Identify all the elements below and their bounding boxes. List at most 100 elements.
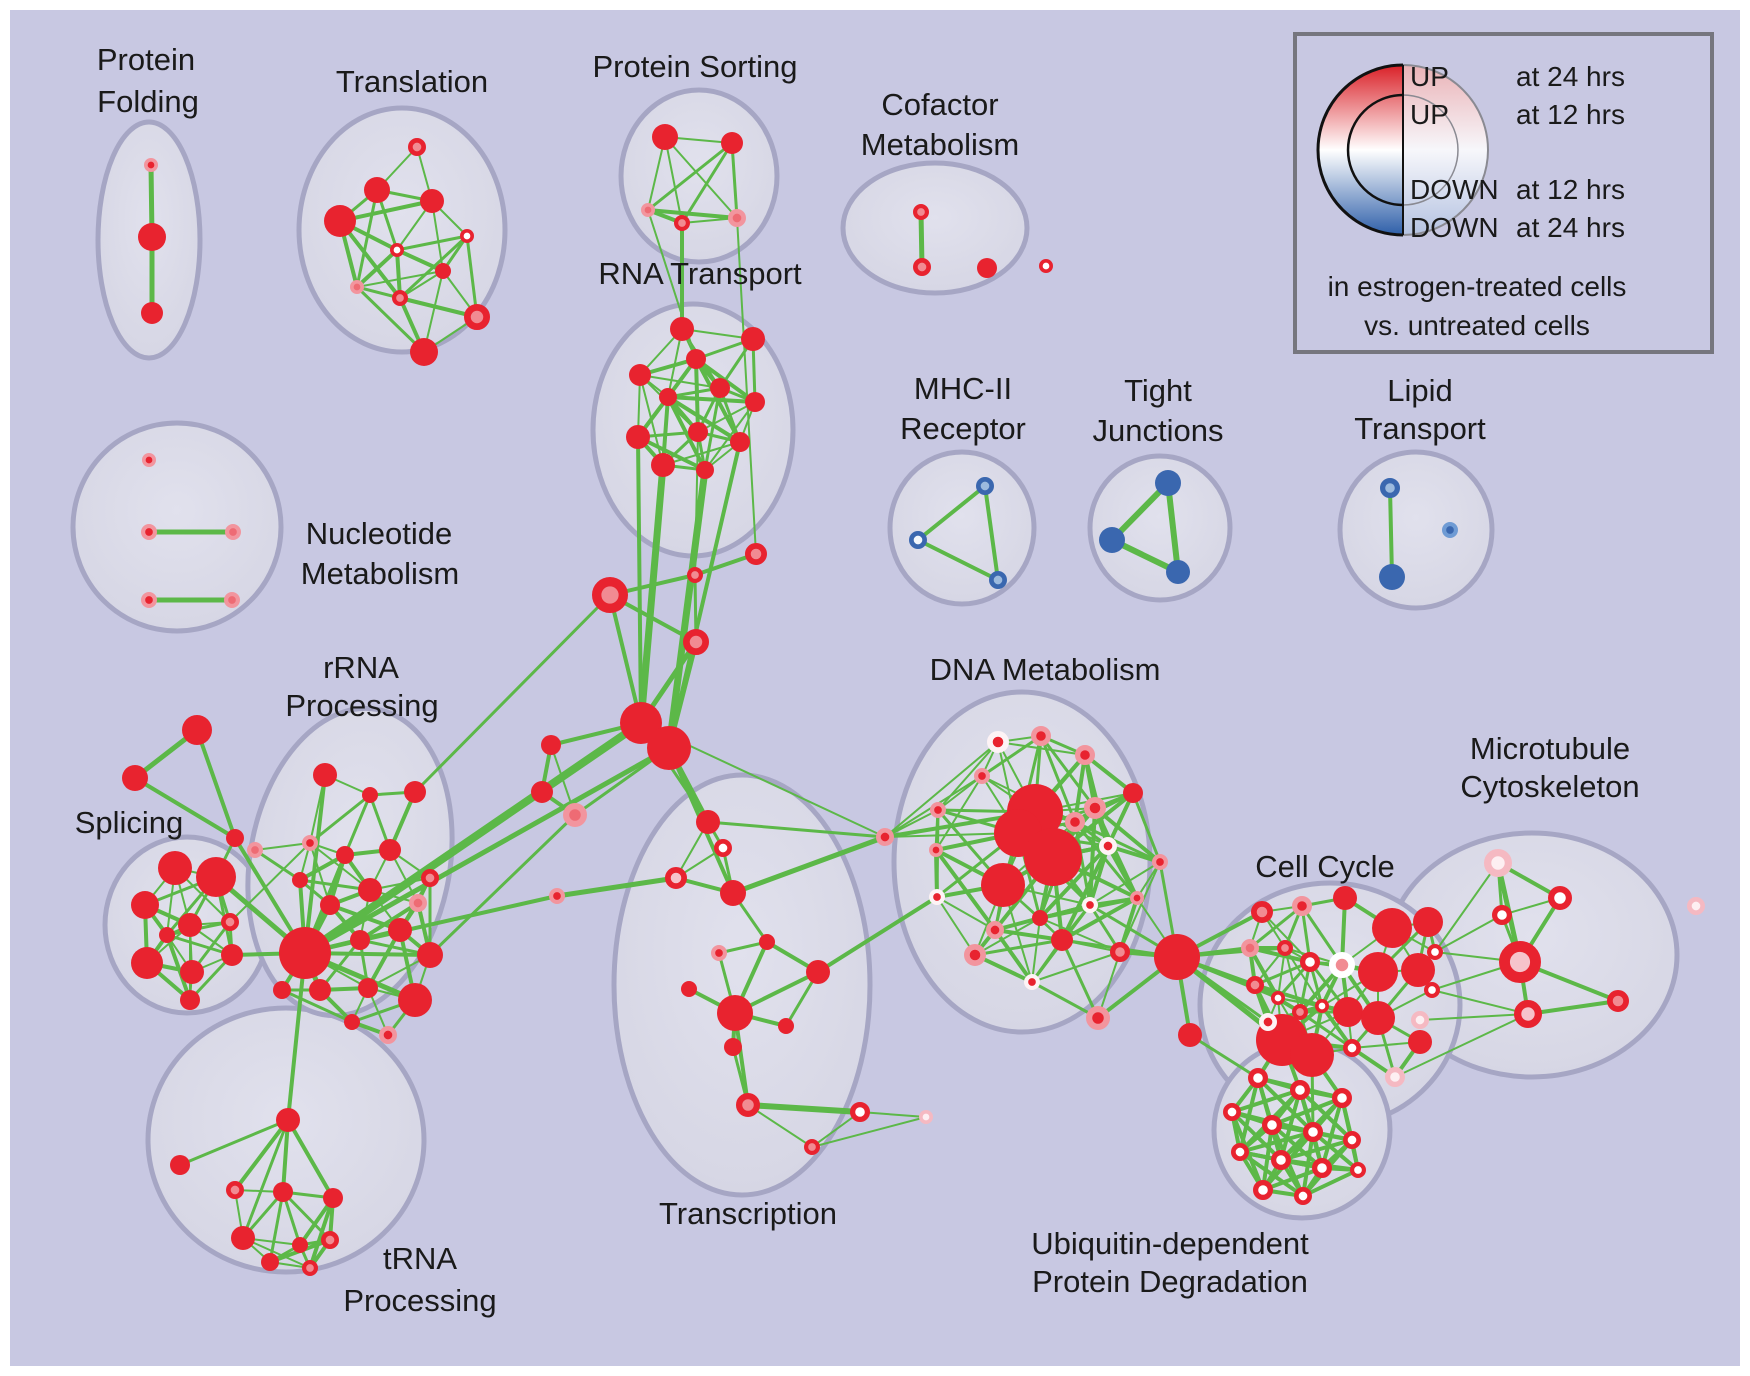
edge — [1038, 844, 1110, 920]
node-rrhub — [279, 927, 331, 979]
node-c6 — [531, 781, 553, 803]
edge — [1031, 917, 1041, 983]
node-d14 — [1123, 783, 1143, 803]
node-lt1 — [1379, 478, 1400, 499]
node-tn4 — [273, 1182, 293, 1202]
cluster-shell-cofactor-metabolism — [840, 160, 1030, 296]
node-ps1 — [652, 124, 678, 150]
edge — [680, 141, 734, 225]
edge — [936, 896, 996, 931]
edge — [694, 357, 700, 434]
cluster-shell-translation — [296, 105, 508, 355]
edge — [745, 1102, 863, 1115]
node-tr5 — [460, 229, 475, 244]
node-sp9 — [180, 990, 200, 1010]
node-tj1 — [1155, 470, 1181, 496]
edge — [666, 395, 742, 444]
cluster-label-nucleotide-metabolism-line2: Metabolism — [301, 556, 460, 591]
node-cc3 — [1333, 886, 1357, 910]
edge — [1238, 1130, 1315, 1154]
node-pf1 — [144, 158, 159, 173]
node-cc17 — [1361, 1001, 1395, 1035]
edge — [355, 248, 399, 289]
edge — [355, 285, 426, 354]
node-pf3 — [141, 302, 163, 324]
node-d25 — [1023, 974, 1040, 991]
cluster-label-ubiquitin-degradation-line2: Protein Degradation — [1032, 1264, 1308, 1299]
node-tr8 — [350, 280, 365, 295]
node-sp10 — [159, 927, 175, 943]
node-cc21 — [1384, 1066, 1405, 1087]
node-pf2 — [138, 223, 166, 251]
legend-ring-inner-left-outline — [1346, 93, 1404, 207]
cluster-label-microtubule-cytoskeleton-line1: Microtubule — [1470, 731, 1630, 766]
node-rr13 — [350, 930, 370, 950]
edge — [1165, 480, 1181, 575]
node-u12 — [1252, 1179, 1273, 1200]
edge — [1109, 480, 1171, 543]
edge — [974, 917, 1041, 956]
node-tx5 — [549, 888, 566, 905]
legend-time-1: at 24 hrs — [1516, 61, 1625, 92]
node-c1 — [591, 576, 628, 613]
node-rr20 — [344, 1014, 360, 1030]
node-mt8 — [1686, 897, 1705, 916]
node-tn5 — [323, 1188, 343, 1208]
node-mh1 — [976, 476, 995, 495]
node-tr9 — [391, 289, 408, 306]
edge — [681, 217, 738, 224]
edge — [730, 834, 888, 896]
edge — [465, 234, 479, 319]
cluster-label-lipid-transport-line2: Transport — [1354, 411, 1486, 446]
node-rr5 — [247, 842, 264, 859]
node-u11 — [1349, 1161, 1366, 1178]
node-sp6 — [131, 947, 163, 979]
edge — [338, 219, 402, 300]
node-rr18 — [358, 978, 378, 998]
node-tx6 — [759, 934, 775, 950]
edge — [747, 1104, 813, 1148]
edge — [395, 234, 469, 252]
cluster-label-protein-folding-line2: Folding — [97, 84, 199, 119]
node-u6 — [1302, 1121, 1323, 1142]
edge — [1431, 989, 1529, 1015]
node-mtj1 — [1426, 944, 1443, 961]
cluster-label-rrna-processing-line1: rRNA — [323, 650, 399, 685]
edge — [916, 538, 1000, 582]
edge — [1526, 999, 1620, 1016]
edge — [1106, 844, 1162, 864]
node-br1 — [876, 828, 895, 847]
node-mt4 — [1498, 941, 1541, 984]
edge — [980, 734, 1043, 778]
node-sp1 — [158, 851, 192, 885]
node-nm5 — [224, 592, 241, 609]
node-mt1 — [1484, 849, 1513, 878]
edge — [884, 809, 939, 838]
node-cm4 — [1038, 259, 1053, 274]
legend-direction-4: DOWN — [1410, 212, 1499, 243]
node-nm4 — [141, 592, 158, 609]
node-hubB — [647, 726, 691, 770]
cluster-label-cofactor-metabolism-line1: Cofactor — [881, 87, 998, 122]
edge — [356, 270, 444, 288]
edge — [281, 1118, 290, 1194]
node-cc16 — [1333, 997, 1363, 1027]
node-rt6 — [659, 388, 677, 406]
edge — [1131, 791, 1162, 864]
edge — [1419, 1013, 1529, 1021]
node-tg1 — [182, 715, 212, 745]
node-d16 — [1151, 854, 1168, 871]
node-tx13 — [735, 1092, 760, 1117]
node-nm1 — [142, 453, 157, 468]
node-c4 — [683, 629, 710, 656]
node-ps4 — [674, 215, 691, 232]
node-rt11 — [651, 453, 675, 477]
node-tx3 — [664, 866, 687, 889]
cluster-label-rna-transport: RNA Transport — [598, 256, 802, 291]
node-rr7 — [379, 839, 401, 861]
edge — [730, 141, 739, 220]
edge — [1261, 1166, 1324, 1192]
node-d5 — [930, 802, 947, 819]
cluster-label-rrna-processing-line2: Processing — [285, 688, 438, 723]
